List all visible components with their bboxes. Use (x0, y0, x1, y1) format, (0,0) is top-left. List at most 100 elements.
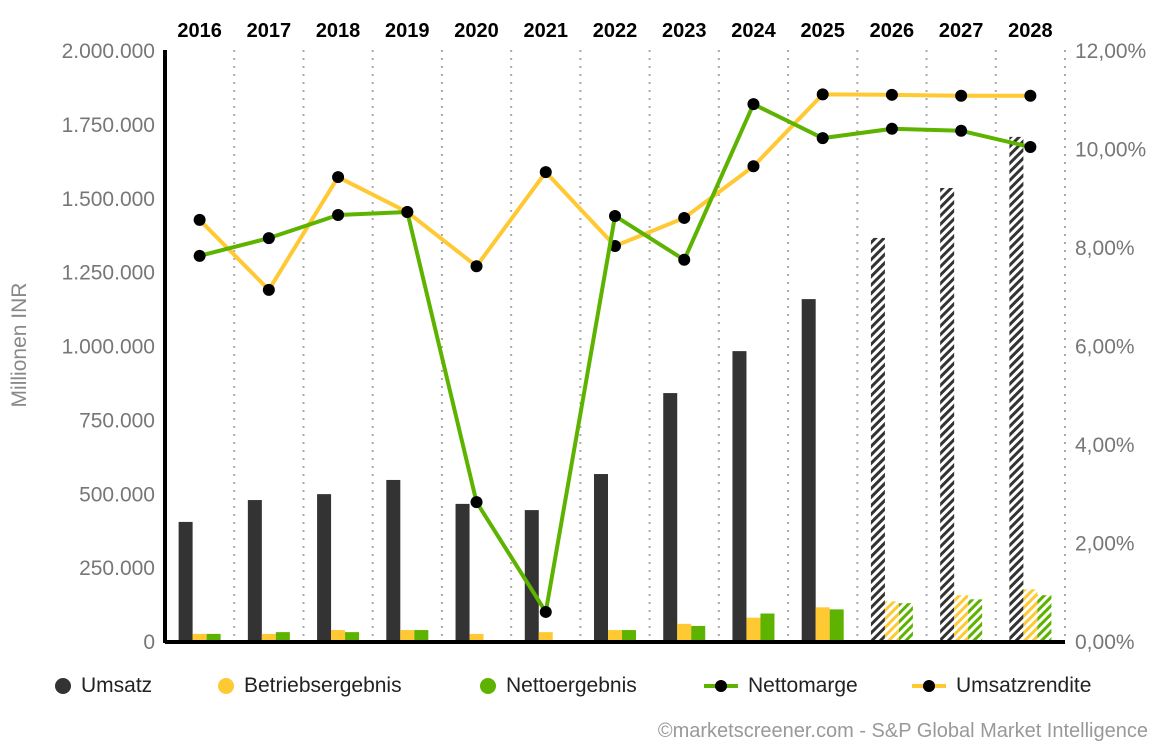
y2-tick-label: 12,00% (1075, 40, 1146, 63)
bar-betriebsergebnis (677, 623, 692, 641)
y-tick-label: 750.000 (79, 409, 155, 432)
point-nettomarge (539, 605, 552, 618)
bar-nettoergebnis (829, 609, 844, 641)
y-tick-label: 1.750.000 (62, 114, 155, 137)
x-tick-label: 2022 (593, 20, 638, 42)
legend-item-umsatz[interactable]: Umsatz (55, 674, 152, 698)
y-tick-label: 1.500.000 (62, 188, 155, 211)
legend-label: Umsatz (81, 674, 153, 697)
y2-tick-label: 4,00% (1075, 434, 1135, 457)
point-umsatzrendite (262, 283, 275, 296)
point-umsatzrendite (1024, 89, 1037, 102)
bar-betriebsergebnis (192, 633, 207, 641)
point-umsatzrendite (332, 171, 345, 184)
legend-item-betriebsergebnis[interactable]: Betriebsergebnis (218, 674, 402, 698)
combo-chart: 2016 2017 2018 2019 2020 2021 2022 2023 2024 2025… (8, 20, 1146, 654)
x-tick-label: 2027 (939, 20, 984, 42)
point-nettomarge (609, 209, 621, 222)
point-nettomarge (955, 124, 968, 137)
legend-line-icon (912, 678, 946, 694)
y-tick-label: 1.250.000 (62, 262, 155, 285)
bar-umsatz (524, 510, 539, 641)
bar-betriebsergebnis (1023, 589, 1038, 641)
y-tick-label: 2.000.000 (62, 40, 155, 63)
point-nettomarge (816, 132, 829, 145)
legend-label: Nettoergebnis (506, 674, 637, 697)
bar-umsatz (247, 500, 262, 641)
point-umsatzrendite (816, 88, 829, 101)
point-nettomarge (678, 253, 691, 266)
point-umsatzrendite (885, 88, 898, 101)
legend-item-umsatzrendite[interactable]: Umsatzrendite (912, 674, 1091, 698)
y2-tick-label: 8,00% (1075, 237, 1135, 260)
y-tick-label: 1.000.000 (62, 336, 155, 359)
bar-nettoergebnis (206, 633, 221, 641)
bar-nettoergebnis (898, 603, 913, 641)
x-tick-label: 2025 (800, 20, 845, 42)
bar-betriebsergebnis (469, 633, 484, 641)
bar-betriebsergebnis (746, 617, 761, 641)
bar-nettoergebnis (691, 625, 706, 641)
bar-umsatz (1009, 136, 1024, 641)
bar-betriebsergebnis (884, 601, 899, 641)
point-nettomarge (1024, 141, 1037, 154)
legend-line-icon (704, 678, 738, 694)
legend-item-nettomarge[interactable]: Nettomarge (704, 674, 858, 698)
point-nettomarge (262, 232, 275, 245)
y2-tick-label: 2,00% (1075, 533, 1135, 556)
bar-nettoergebnis (275, 632, 290, 641)
legend: Umsatz Betriebsergebnis Nettoergebnis Ne… (0, 674, 1158, 700)
legend-label: Nettomarge (748, 674, 858, 697)
bar-umsatz (317, 494, 332, 641)
bar-betriebsergebnis (261, 633, 276, 641)
bar-umsatz (732, 351, 747, 641)
bar-umsatz (663, 393, 678, 641)
y-tick-label: 0 (143, 631, 155, 654)
legend-dot-icon (55, 678, 71, 694)
bar-betriebsergebnis (331, 630, 346, 641)
bar-nettoergebnis (622, 630, 636, 641)
point-nettomarge (885, 122, 898, 135)
x-tick-label: 2023 (662, 20, 707, 42)
point-umsatzrendite (193, 213, 206, 226)
x-tick-label: 2018 (316, 20, 361, 42)
point-nettomarge (401, 206, 414, 219)
bar-betriebsergebnis (400, 630, 415, 641)
y2-tick-label: 10,00% (1075, 139, 1146, 162)
point-nettomarge (747, 98, 760, 111)
point-nettomarge (193, 249, 206, 262)
bar-umsatz (594, 474, 608, 641)
x-tick-label: 2016 (177, 20, 222, 42)
bar-umsatz (178, 521, 193, 641)
y2-tick-label: 6,00% (1075, 336, 1135, 359)
footer-credit: ©marketscreener.com - S&P Global Market … (657, 720, 1148, 742)
x-tick-label: 2020 (454, 20, 499, 42)
y-tick-label: 250.000 (79, 557, 155, 580)
bar-umsatz (801, 299, 816, 641)
point-umsatzrendite (955, 89, 968, 102)
bar-nettoergebnis (414, 630, 429, 641)
bar-nettoergebnis (345, 632, 360, 641)
bar-umsatz (870, 237, 885, 642)
bar-nettoergebnis (1037, 595, 1052, 641)
bar-betriebsergebnis (954, 595, 969, 641)
point-nettomarge (470, 496, 483, 509)
legend-item-nettoergebnis[interactable]: Nettoergebnis (480, 674, 637, 698)
point-umsatzrendite (539, 166, 552, 179)
y-tick-label: 500.000 (79, 483, 155, 506)
bar-umsatz (455, 503, 470, 641)
bar-betriebsergebnis (538, 632, 553, 641)
x-tick-label: 2019 (385, 20, 430, 42)
y2-tick-label: 0,00% (1075, 631, 1135, 654)
bar-nettoergebnis (968, 599, 983, 641)
legend-dot-icon (218, 678, 234, 694)
y-axis-title: Millionen INR (8, 283, 31, 408)
line-umsatzrendite (198, 92, 1031, 292)
bar-umsatz (386, 479, 401, 641)
bar-nettoergebnis (760, 613, 775, 641)
legend-label: Betriebsergebnis (244, 674, 402, 697)
x-tick-label: 2017 (247, 20, 292, 42)
legend-dot-icon (480, 678, 496, 694)
point-umsatzrendite (678, 211, 691, 224)
